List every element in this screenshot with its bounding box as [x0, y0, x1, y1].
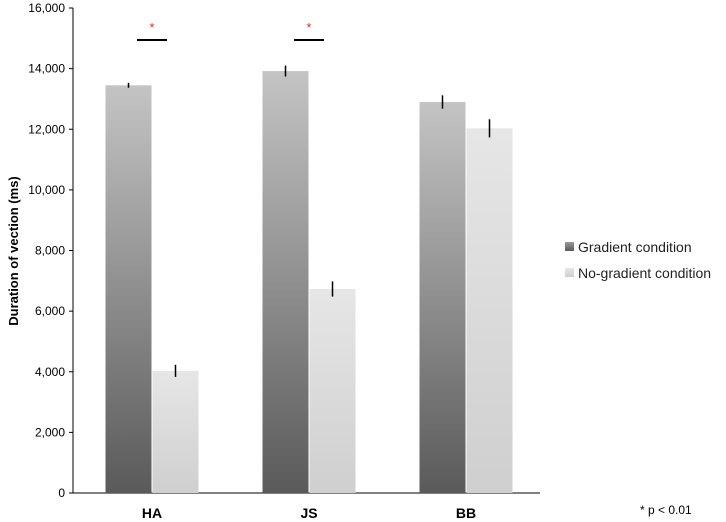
y-tick-label: 2,000	[35, 425, 65, 439]
bar-gradient-bb	[419, 101, 466, 493]
significance-star: *	[306, 20, 311, 35]
legend-swatch-no-gradient	[565, 268, 574, 277]
bar-gradient-js	[262, 71, 309, 494]
y-axis-label: Duration of vection (ms)	[6, 176, 21, 326]
significance-star: *	[149, 20, 154, 35]
y-tick-label: 0	[58, 486, 65, 500]
error-bars	[127, 65, 491, 377]
legend-label-gradient: Gradient condition	[578, 239, 692, 255]
x-axis-labels: HA JS BB	[142, 505, 476, 521]
y-tick-label: 4,000	[35, 365, 65, 379]
y-tick-label: 6,000	[35, 304, 65, 318]
x-tick-label-ha: HA	[142, 505, 162, 521]
x-tick-label-bb: BB	[456, 505, 476, 521]
bars	[105, 71, 513, 494]
legend-swatch-gradient	[565, 242, 574, 251]
y-tick-label: 14,000	[28, 62, 65, 76]
y-tick-label: 10,000	[28, 183, 65, 197]
y-tick-label: 16,000	[28, 1, 65, 15]
y-tick-label: 12,000	[28, 122, 65, 136]
y-tick-label: 8,000	[35, 244, 65, 258]
bar-no-gradient-js	[309, 288, 356, 493]
legend: Gradient condition No-gradient condition	[565, 239, 711, 281]
y-axis: 0 2,000 4,000 6,000 8,000 10,000 12,000 14,000 1…	[28, 1, 540, 500]
footnote: * p < 0.01	[640, 503, 692, 517]
x-tick-label-js: JS	[300, 505, 317, 521]
bar-gradient-ha	[105, 85, 152, 493]
legend-label-no-gradient: No-gradient condition	[578, 265, 711, 281]
bar-no-gradient-ha	[152, 370, 199, 493]
significance-markers: * *	[137, 20, 324, 41]
bar-no-gradient-bb	[466, 128, 513, 493]
